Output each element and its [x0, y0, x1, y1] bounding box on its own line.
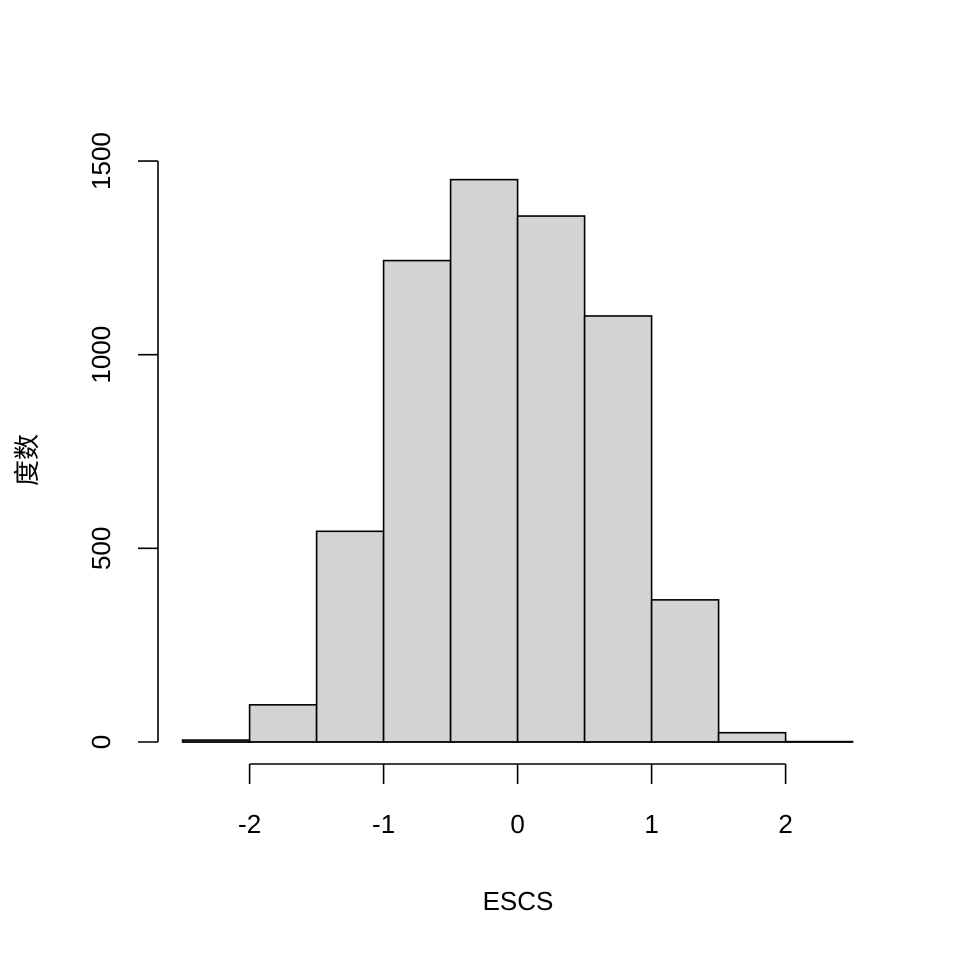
- x-tick-label: -1: [372, 809, 395, 839]
- x-tick-label: 1: [644, 809, 658, 839]
- x-tick-label: 2: [778, 809, 792, 839]
- x-axis-title: ESCS: [483, 886, 554, 916]
- y-tick-label: 0: [86, 735, 116, 749]
- histogram-bar-2: [315, 530, 385, 743]
- histogram-bar-7: [650, 599, 720, 743]
- histogram-bar-6: [583, 315, 653, 743]
- x-axis: -2 -1 0 1 2: [238, 763, 793, 839]
- histogram-bar-4: [449, 178, 519, 743]
- y-axis: 0 500 1000 1500: [86, 132, 159, 749]
- histogram-bars: [181, 178, 854, 743]
- histogram-bar-1: [248, 704, 318, 743]
- histogram-bar-8: [717, 731, 787, 743]
- y-axis-title: 度数: [12, 434, 42, 486]
- histogram-bar-5: [516, 215, 586, 743]
- x-tick-label: -2: [238, 809, 261, 839]
- histogram-bar-3: [382, 259, 452, 743]
- y-tick-label: 1500: [86, 132, 116, 190]
- y-tick-label: 1000: [86, 326, 116, 384]
- x-tick-label: 0: [510, 809, 524, 839]
- y-tick-label: 500: [86, 527, 116, 570]
